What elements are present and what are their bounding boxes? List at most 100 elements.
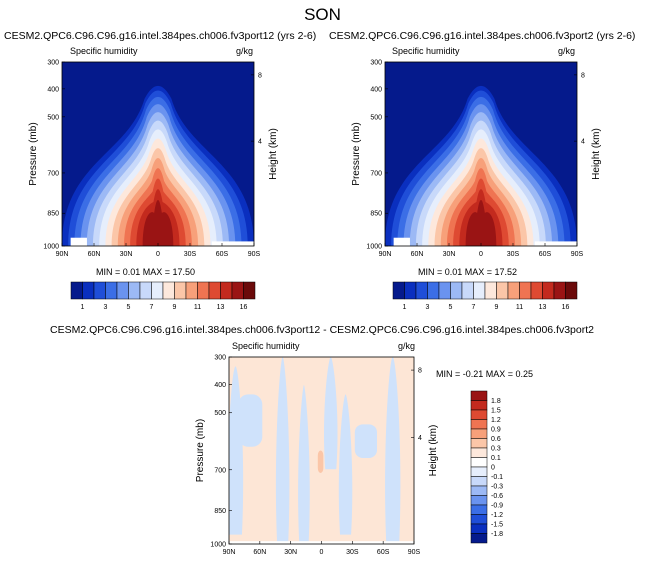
colorbar1-swatch [82,281,95,300]
colorbar3-label: 1.8 [491,398,501,405]
y-tick-label: 300 [47,60,59,67]
colorbar1-swatch [93,281,106,300]
colorbar2-label: 11 [516,304,523,311]
x-tick-label: 90S [248,251,261,258]
colorbar3-swatch [470,523,488,534]
y2-tick-label: 8 [258,72,262,79]
colorbar2-swatch [438,281,451,300]
colorbar3-label: 0.3 [491,446,501,453]
panel2-plot [384,61,578,247]
x-tick-label: 90S [571,251,584,258]
y2-tick-label: 4 [418,435,422,442]
y-tick-label: 850 [214,508,226,515]
panel3-variable-label: Specific humidity [232,341,300,351]
panel3-negative-region [354,424,377,458]
colorbar1-swatch [208,281,221,300]
colorbar3-swatch [470,400,488,411]
y-tick-label: 850 [47,211,59,218]
colorbar2-swatch [530,281,543,300]
colorbar3-swatch [470,457,488,468]
colorbar1-label: 7 [150,304,154,311]
colorbar3-swatch [470,504,488,515]
colorbar3-label: -0.9 [491,503,503,510]
colorbar1-label: 9 [173,304,177,311]
colorbar2-swatch [404,281,417,300]
panel1-surface-mask [211,241,254,246]
colorbar2-swatch [565,281,578,300]
y-tick-label: 500 [370,114,382,121]
colorbar1-swatch [185,281,198,300]
x-tick-label: 60N [253,549,266,556]
colorbar2-swatch [542,281,555,300]
panel3-negative-region [275,357,290,544]
panel3-unit-label: g/kg [398,341,416,351]
panel1-plot [61,61,255,247]
x-tick-label: 30N [120,251,133,258]
colorbar2-label: 13 [539,304,547,311]
colorbar1-swatch [151,281,164,300]
y-tick-label: 400 [214,382,226,389]
colorbar2-swatch [427,281,440,300]
panel1-contour-level [142,200,174,246]
colorbar3-label: -0.1 [491,474,503,481]
colorbar1-swatch [174,281,187,300]
panel3-stats: MIN = -0.21 MAX = 0.25 [436,369,534,379]
x-tick-label: 90S [408,549,421,556]
panel3-positive-peak [317,450,324,473]
y-tick-label: 1000 [43,244,59,251]
y2-tick-label: 8 [418,368,422,375]
panel3-background [229,357,414,544]
colorbar1-swatch [139,281,152,300]
colorbar1-label: 16 [240,304,248,311]
y2-axis-title: Height (km) [591,128,602,180]
y-tick-label: 500 [214,410,226,417]
panel2-title: CESM2.QPC6.C96.C96.g16.intel.384pes.ch00… [329,30,636,42]
colorbar1-label: 5 [127,304,131,311]
y-axis-title: Pressure (mb) [351,122,362,185]
panel2-surface-mask [393,237,410,246]
colorbar1-swatch [243,281,256,300]
colorbar1-swatch [70,281,83,300]
y-axis-title: Pressure (mb) [28,122,39,185]
panel2-variable-label: Specific humidity [392,46,460,56]
panel1-variable-label: Specific humidity [70,46,138,56]
x-tick-label: 30S [507,251,520,258]
colorbar3-swatch [470,466,488,477]
colorbar2-label: 16 [562,304,570,311]
x-tick-label: 30S [184,251,197,258]
colorbar2-label: 1 [403,304,407,311]
colorbar2-swatch [461,281,474,300]
colorbar2-label: 3 [426,304,430,311]
colorbar3-swatch [470,485,488,496]
y2-tick-label: 8 [581,72,585,79]
panel1-surface-mask [70,237,87,246]
y2-axis-title: Height (km) [268,128,279,180]
panel2-stats: MIN = 0.01 MAX = 17.52 [418,267,518,277]
panel3-negative-region [323,357,338,470]
x-tick-label: 60S [377,549,390,556]
y2-tick-label: 4 [581,139,585,146]
x-tick-label: 0 [479,251,483,258]
colorbar2-swatch [507,281,520,300]
y-tick-label: 300 [370,60,382,67]
colorbar3-swatch [470,495,488,506]
figure-title: SON [304,5,341,24]
panel2-surface-mask [534,241,577,246]
y2-tick-label: 4 [258,139,262,146]
colorbar3-label: -0.3 [491,484,503,491]
colorbar3-label: 0 [491,465,495,472]
colorbar2-swatch [553,281,566,300]
x-tick-label: 90N [379,251,392,258]
colorbar2-swatch [519,281,532,300]
panel1-stats: MIN = 0.01 MAX = 17.50 [96,267,196,277]
panel3-negative-region [298,385,310,544]
colorbar3-swatch [470,390,488,401]
colorbar1-swatch [197,281,210,300]
panel3-negative-region [385,357,401,544]
colorbar3-label: 0.1 [491,455,501,462]
colorbar3-swatch [470,409,488,420]
colorbar2-swatch [415,281,428,300]
colorbar2-label: 9 [495,304,499,311]
colorbar1-swatch [162,281,175,300]
